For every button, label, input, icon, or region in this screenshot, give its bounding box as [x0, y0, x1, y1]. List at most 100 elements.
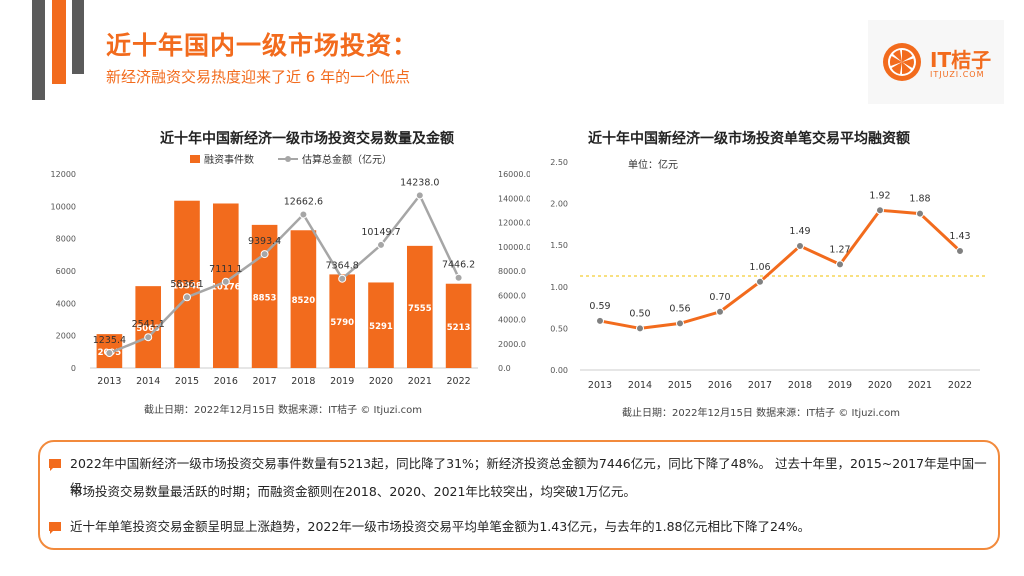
legend-label-bar: 融资事件数 — [204, 153, 254, 166]
right-chart: 0.00 0.50 1.00 1.50 2.00 2.50 单位：亿元 0.59 2013 0.5… — [550, 158, 986, 391]
x-tick-label: 2018 — [291, 376, 315, 387]
line-point — [876, 206, 884, 215]
speech-bubble-icon — [49, 522, 61, 534]
summary-line-3: 近十年单笔投资交易金额呈明显上涨趋势，2022年一级市场投资交易平均单笔金额为1… — [70, 519, 811, 534]
x-tick-label: 2022 — [447, 376, 471, 387]
y-tick-right: 4000.0 — [498, 316, 526, 325]
y-tick-left: 12000 — [51, 170, 76, 179]
y-tick: 1.50 — [550, 241, 568, 250]
y-tick-left: 6000 — [56, 267, 76, 276]
line-data-label: 1.27 — [829, 244, 850, 255]
x-tick-label: 2021 — [408, 376, 432, 387]
line-data-label: 12662.6 — [284, 196, 323, 207]
y-tick-right: 16000.0 — [498, 170, 530, 179]
line-point — [105, 349, 114, 358]
line-data-label: 9393.4 — [248, 236, 281, 247]
decor-bar-grey-2 — [72, 0, 84, 74]
y-tick: 0.00 — [550, 366, 568, 375]
line-point — [221, 277, 230, 286]
bar — [445, 283, 472, 368]
line-point — [916, 209, 924, 218]
line-point — [956, 247, 964, 256]
line-data-label: 1.06 — [749, 262, 770, 273]
bar-data-label: 7555 — [408, 304, 432, 314]
legend-label-line: 估算总金额（亿元） — [302, 153, 392, 166]
y-tick-left: 2000 — [56, 332, 76, 341]
bar — [290, 230, 317, 368]
line-point — [299, 210, 308, 219]
orange-slice-icon — [883, 43, 921, 81]
y-tick-right: 12000.0 — [498, 219, 530, 228]
line-data-label: 14238.0 — [400, 177, 439, 188]
line-point — [636, 324, 644, 333]
right-chart-title: 近十年中国新经济一级市场投资单笔交易平均融资额 — [588, 131, 910, 147]
line-data-label: 2541.1 — [132, 319, 165, 330]
y-tick-right: 2000.0 — [498, 340, 526, 349]
summary-line-2: 市场投资交易数量最活跃的时期；而融资金额则在2018、2020、2021年比较突… — [70, 484, 636, 499]
bar — [174, 200, 200, 368]
bar — [406, 245, 433, 368]
line-point — [377, 240, 385, 249]
line-data-label: 1.49 — [789, 226, 810, 237]
x-tick-label: 2014 — [136, 376, 160, 387]
line-point — [144, 333, 153, 342]
x-tick-label: 2013 — [588, 380, 612, 391]
summary-line-1: 2022年中国新经济一级市场投资交易事件数量有5213起，同比降了31%；新经济… — [70, 456, 987, 496]
page-title: 近十年国内一级市场投资： — [106, 31, 419, 60]
y-tick-right: 0.0 — [498, 364, 511, 373]
x-tick-label: 2016 — [708, 380, 732, 391]
line-data-label: 1.43 — [949, 231, 970, 242]
bar-data-label: 8520 — [292, 296, 316, 306]
line-point — [716, 307, 724, 316]
decor-bar-orange — [52, 0, 66, 84]
bar-data-label: 10348 — [172, 281, 202, 291]
x-tick-label: 2017 — [253, 376, 277, 387]
speech-bubble-icon — [49, 459, 61, 471]
x-tick-label: 2015 — [668, 380, 692, 391]
y-tick-right: 6000.0 — [498, 291, 526, 300]
right-chart-footnote: 截止日期：2022年12月15日 数据来源：IT桔子 © Itjuzi.com — [622, 408, 901, 419]
line-point — [338, 274, 347, 283]
logo-area — [868, 20, 1004, 104]
bar-data-label: 5291 — [369, 322, 393, 332]
y-tick-left: 0 — [71, 364, 76, 373]
x-tick-label: 2016 — [214, 376, 238, 387]
x-tick-label: 2020 — [868, 380, 892, 391]
x-tick-label: 2014 — [628, 380, 652, 391]
line-point — [415, 191, 424, 200]
page-subtitle: 新经济融资交易热度迎来了近 6 年的一个低点 — [106, 68, 411, 86]
line-data-label: 0.56 — [669, 303, 690, 314]
logo-url: ITJUZI.COM — [930, 70, 985, 79]
logo-name: IT桔子 — [930, 48, 992, 72]
line-point — [796, 242, 804, 251]
y-tick-left: 8000 — [56, 235, 76, 244]
summary-box — [38, 440, 1000, 550]
y-tick: 2.00 — [550, 200, 568, 209]
bar — [251, 224, 278, 368]
y-tick-left: 10000 — [51, 202, 76, 211]
line-point — [756, 277, 764, 286]
line-data-label: 7111.1 — [209, 264, 242, 275]
line-data-label: 7446.2 — [442, 260, 475, 271]
line-data-label: 0.50 — [629, 308, 650, 319]
line-point — [836, 260, 844, 269]
bar — [329, 274, 356, 368]
y-tick-right: 10000.0 — [498, 243, 530, 252]
bar — [368, 282, 394, 368]
line-data-label: 5836.1 — [170, 279, 203, 290]
line-point — [454, 273, 463, 282]
line-point — [676, 319, 684, 328]
line-point — [260, 250, 269, 259]
series-line-total-amount — [108, 192, 460, 355]
left-chart-title: 近十年中国新经济一级市场投资交易数量及金额 — [160, 131, 454, 147]
y-tick-right: 8000.0 — [498, 267, 526, 276]
legend-swatch-bar — [190, 155, 200, 163]
line-data-label: 10149.7 — [361, 227, 400, 238]
bar-data-label: 10176 — [211, 283, 241, 293]
y-tick: 1.00 — [550, 283, 568, 292]
unit-label: 单位：亿元 — [628, 158, 678, 171]
y-tick-left: 4000 — [56, 299, 76, 308]
x-tick-label: 2019 — [828, 380, 852, 391]
x-tick-label: 2020 — [369, 376, 393, 387]
series-line-avg-amount — [599, 208, 962, 330]
